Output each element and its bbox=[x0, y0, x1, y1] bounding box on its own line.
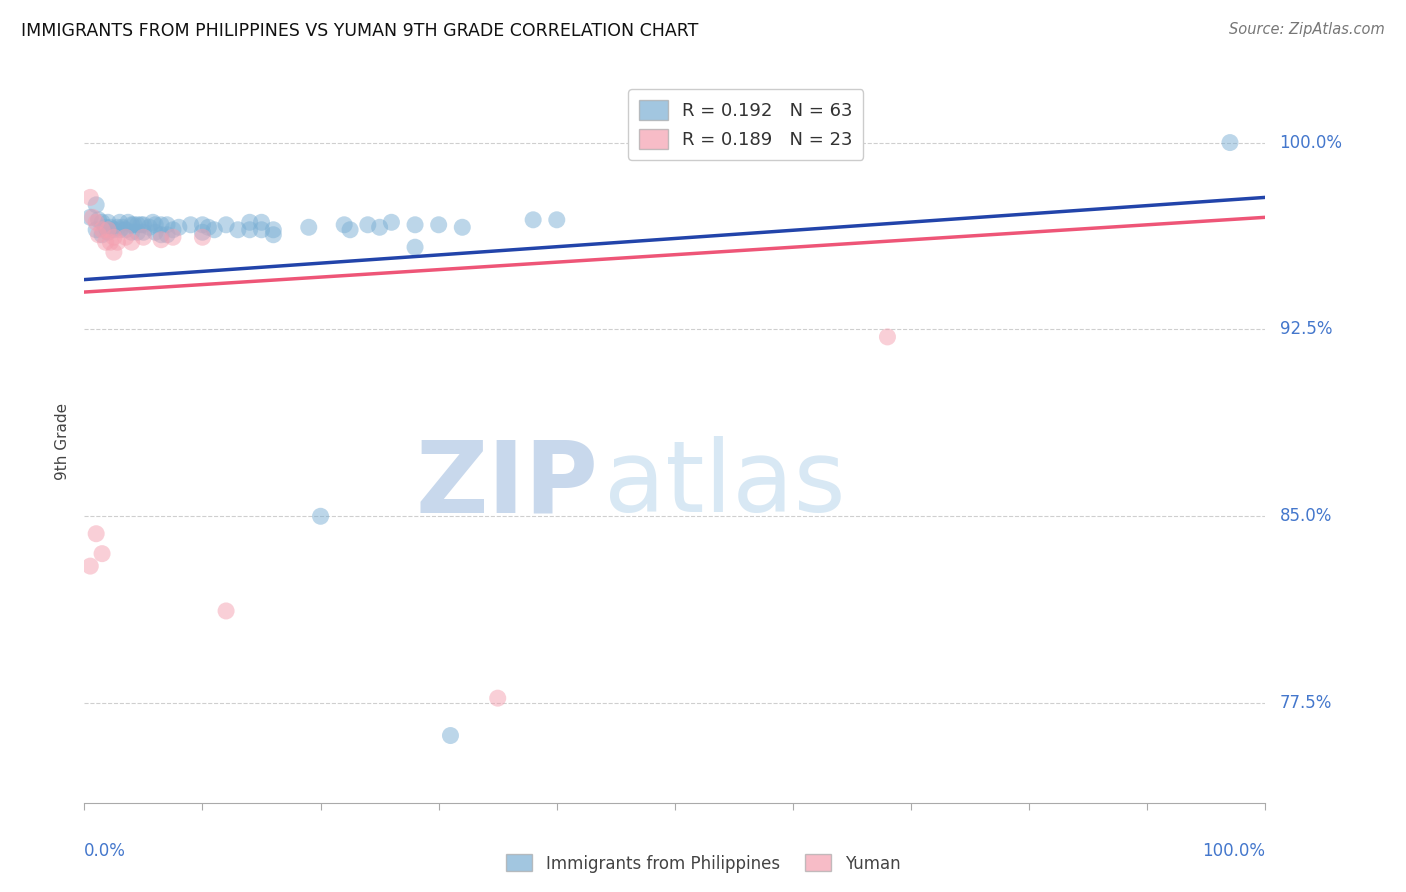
Point bbox=[215, 604, 238, 618]
Point bbox=[191, 230, 214, 244]
Point bbox=[546, 212, 568, 227]
Point bbox=[111, 220, 134, 235]
Point bbox=[339, 223, 361, 237]
Point bbox=[143, 225, 166, 239]
Point bbox=[121, 218, 143, 232]
Legend: R = 0.192   N = 63, R = 0.189   N = 23: R = 0.192 N = 63, R = 0.189 N = 23 bbox=[628, 89, 863, 160]
Point bbox=[142, 215, 165, 229]
Text: Source: ZipAtlas.com: Source: ZipAtlas.com bbox=[1229, 22, 1385, 37]
Point bbox=[98, 220, 121, 235]
Point bbox=[404, 240, 426, 254]
Point bbox=[121, 225, 143, 239]
Point bbox=[150, 233, 173, 247]
Point bbox=[122, 218, 145, 232]
Point bbox=[167, 220, 190, 235]
Point bbox=[94, 220, 117, 235]
Point bbox=[156, 218, 179, 232]
Point bbox=[427, 218, 450, 232]
Point bbox=[1219, 136, 1241, 150]
Text: IMMIGRANTS FROM PHILIPPINES VS YUMAN 9TH GRADE CORRELATION CHART: IMMIGRANTS FROM PHILIPPINES VS YUMAN 9TH… bbox=[21, 22, 699, 40]
Point bbox=[91, 547, 114, 561]
Point bbox=[262, 227, 284, 242]
Point bbox=[103, 223, 125, 237]
Point bbox=[132, 218, 155, 232]
Point bbox=[114, 230, 136, 244]
Point bbox=[368, 220, 391, 235]
Point bbox=[121, 235, 143, 250]
Point bbox=[107, 220, 129, 235]
Point bbox=[215, 218, 238, 232]
Point bbox=[143, 218, 166, 232]
Point bbox=[132, 230, 155, 244]
Point bbox=[97, 223, 120, 237]
Point bbox=[84, 526, 107, 541]
Point bbox=[79, 211, 101, 225]
Point bbox=[876, 330, 898, 344]
Legend: Immigrants from Philippines, Yuman: Immigrants from Philippines, Yuman bbox=[499, 847, 907, 880]
Point bbox=[309, 509, 332, 524]
Point bbox=[486, 691, 509, 706]
Point bbox=[226, 223, 249, 237]
Point bbox=[108, 223, 131, 237]
Point bbox=[79, 190, 101, 204]
Point bbox=[333, 218, 356, 232]
Point bbox=[84, 223, 107, 237]
Point bbox=[129, 218, 152, 232]
Point bbox=[162, 223, 184, 237]
Point bbox=[239, 223, 262, 237]
Point bbox=[180, 218, 202, 232]
Text: 100.0%: 100.0% bbox=[1279, 134, 1343, 152]
Text: 100.0%: 100.0% bbox=[1202, 842, 1265, 860]
Point bbox=[79, 559, 101, 574]
Point bbox=[97, 225, 120, 239]
Point bbox=[451, 220, 474, 235]
Point bbox=[87, 212, 110, 227]
Text: ZIP: ZIP bbox=[415, 436, 598, 533]
Point bbox=[91, 227, 114, 242]
Point bbox=[191, 225, 214, 239]
Point bbox=[94, 235, 117, 250]
Point bbox=[97, 215, 120, 229]
Point bbox=[262, 223, 284, 237]
Point bbox=[91, 223, 114, 237]
Point bbox=[84, 198, 107, 212]
Point bbox=[82, 211, 104, 225]
Point bbox=[191, 218, 214, 232]
Text: 92.5%: 92.5% bbox=[1279, 320, 1331, 338]
Text: 77.5%: 77.5% bbox=[1279, 694, 1331, 712]
Point bbox=[404, 218, 426, 232]
Point bbox=[150, 218, 173, 232]
Point bbox=[150, 227, 173, 242]
Point bbox=[250, 215, 273, 229]
Text: atlas: atlas bbox=[605, 436, 845, 533]
Point bbox=[103, 245, 125, 260]
Point bbox=[380, 215, 402, 229]
Point bbox=[239, 215, 262, 229]
Point bbox=[107, 235, 129, 250]
Point bbox=[522, 212, 544, 227]
Point bbox=[91, 215, 114, 229]
Point bbox=[202, 223, 225, 237]
Point bbox=[156, 227, 179, 242]
Point bbox=[103, 230, 125, 244]
Text: 0.0%: 0.0% bbox=[84, 842, 127, 860]
Point bbox=[114, 223, 136, 237]
Point bbox=[117, 215, 139, 229]
Point bbox=[84, 215, 107, 229]
Point bbox=[108, 215, 131, 229]
Point bbox=[132, 225, 155, 239]
Point bbox=[250, 223, 273, 237]
Point bbox=[197, 220, 219, 235]
Point bbox=[439, 729, 461, 743]
Point bbox=[138, 220, 160, 235]
Point bbox=[162, 230, 184, 244]
Point bbox=[87, 227, 110, 242]
Point bbox=[298, 220, 321, 235]
Text: 85.0%: 85.0% bbox=[1279, 508, 1331, 525]
Point bbox=[357, 218, 380, 232]
Y-axis label: 9th Grade: 9th Grade bbox=[55, 403, 70, 480]
Point bbox=[98, 235, 121, 250]
Point bbox=[127, 225, 149, 239]
Point bbox=[127, 218, 149, 232]
